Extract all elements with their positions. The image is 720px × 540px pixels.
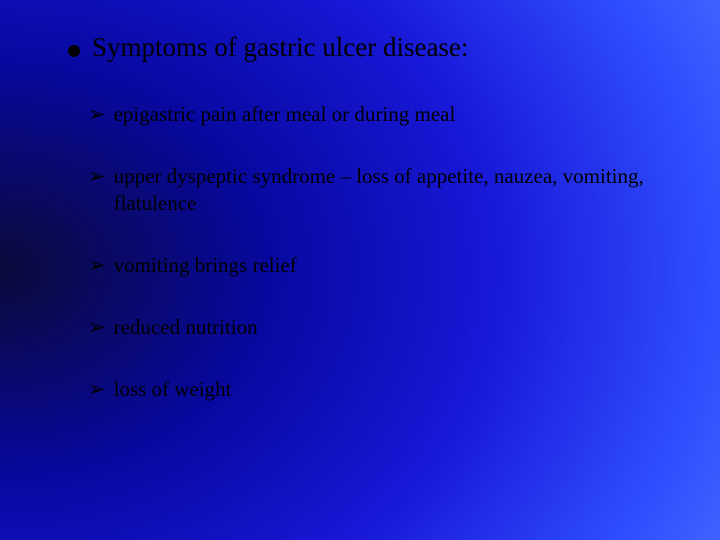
list-item: ➢ reduced nutrition bbox=[88, 314, 670, 340]
title-row: Symptoms of gastric ulcer disease: bbox=[68, 32, 670, 63]
list-item-text: reduced nutrition bbox=[114, 314, 258, 340]
items-list: ➢ epigastric pain after meal or during m… bbox=[88, 101, 670, 403]
disc-bullet-icon bbox=[68, 45, 80, 57]
list-item-text: vomiting brings relief bbox=[114, 252, 297, 278]
arrow-bullet-icon: ➢ bbox=[88, 101, 106, 127]
list-item: ➢ epigastric pain after meal or during m… bbox=[88, 101, 670, 127]
slide-title: Symptoms of gastric ulcer disease: bbox=[92, 32, 468, 63]
list-item-text: loss of weight bbox=[114, 376, 232, 402]
arrow-bullet-icon: ➢ bbox=[88, 252, 106, 278]
list-item-text: epigastric pain after meal or during mea… bbox=[114, 101, 456, 127]
list-item-text: upper dyspeptic syndrome – loss of appet… bbox=[114, 163, 654, 216]
list-item: ➢ vomiting brings relief bbox=[88, 252, 670, 278]
slide: Symptoms of gastric ulcer disease: ➢ epi… bbox=[0, 0, 720, 540]
arrow-bullet-icon: ➢ bbox=[88, 163, 106, 189]
arrow-bullet-icon: ➢ bbox=[88, 314, 106, 340]
list-item: ➢ loss of weight bbox=[88, 376, 670, 402]
list-item: ➢ upper dyspeptic syndrome – loss of app… bbox=[88, 163, 670, 216]
arrow-bullet-icon: ➢ bbox=[88, 376, 106, 402]
